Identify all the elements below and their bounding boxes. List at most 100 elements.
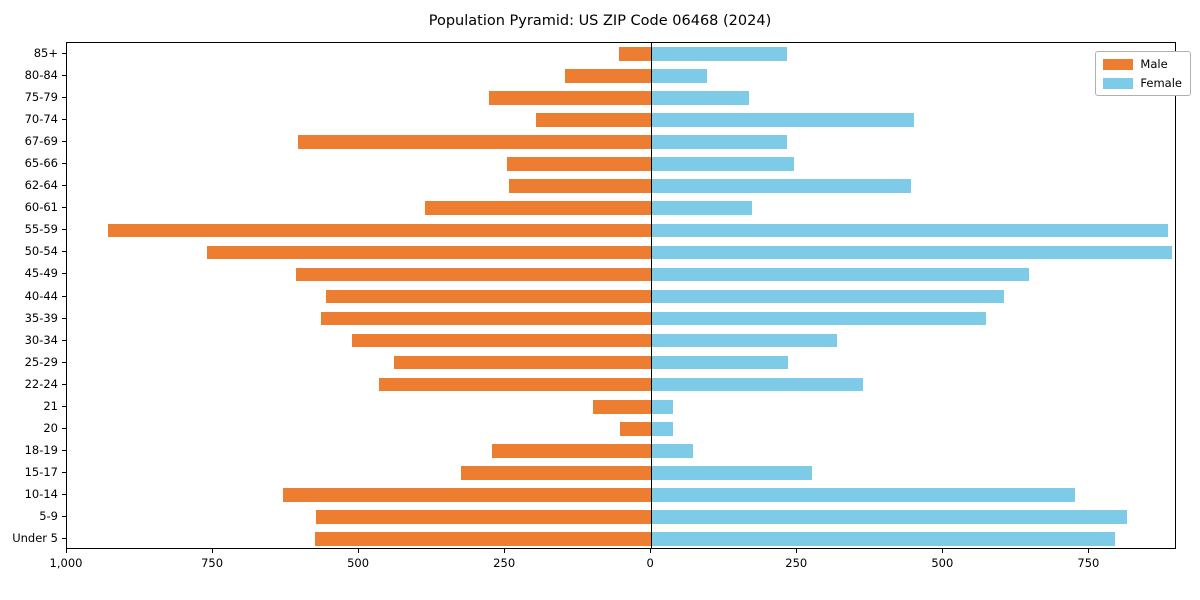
y-axis-tick-mark	[62, 405, 66, 407]
bar-row	[67, 421, 1175, 436]
bar-male-30-34[interactable]	[352, 333, 652, 348]
y-axis-tick-label: 10-14	[24, 486, 58, 501]
bar-male-75-79[interactable]	[489, 91, 652, 105]
x-axis-tick-mark	[1088, 549, 1090, 553]
y-axis-tick-label: 60-61	[24, 200, 58, 215]
legend-entry-female[interactable]: Female	[1103, 76, 1182, 90]
bar-female-60-61[interactable]	[651, 201, 752, 216]
y-axis-tick-mark	[62, 383, 66, 385]
bar-male-60-61[interactable]	[425, 201, 652, 216]
bar-female-5-9[interactable]	[651, 510, 1127, 524]
x-axis-tick-label: 1,000	[49, 556, 83, 570]
x-axis-tick-label: 250	[785, 556, 808, 570]
x-axis-tick-label: 500	[347, 556, 370, 570]
bar-female-75-79[interactable]	[651, 91, 749, 105]
bar-row	[67, 113, 1175, 127]
bar-row	[67, 267, 1175, 282]
bar-male-80-84[interactable]	[565, 69, 652, 83]
y-axis-tick-label: 22-24	[24, 376, 58, 391]
bar-female-21[interactable]	[651, 399, 673, 414]
bar-row	[67, 488, 1175, 502]
bar-male-22-24[interactable]	[378, 377, 652, 392]
plot-area	[67, 43, 1175, 548]
bar-row	[67, 532, 1175, 546]
y-axis-tick-label: 70-74	[24, 112, 58, 127]
y-axis-tick-mark	[62, 207, 66, 209]
bar-male-18-19[interactable]	[492, 443, 652, 458]
bar-female-25-29[interactable]	[651, 355, 789, 370]
bar-male-55-59[interactable]	[108, 223, 652, 238]
legend-entry-male[interactable]: Male	[1103, 57, 1182, 71]
y-axis-tick-label: 50-54	[24, 244, 58, 259]
bar-female-18-19[interactable]	[651, 443, 693, 458]
bar-female-40-44[interactable]	[651, 289, 1005, 304]
x-axis-tick-mark	[212, 549, 214, 553]
bar-female-80-84[interactable]	[651, 69, 708, 83]
x-axis-tick-label: 750	[201, 556, 224, 570]
x-axis-tick-mark	[650, 549, 652, 553]
bar-female-15-17[interactable]	[651, 466, 813, 480]
bar-female-30-34[interactable]	[651, 333, 837, 348]
bar-male-under-5[interactable]	[314, 532, 652, 546]
bar-male-67-69[interactable]	[297, 135, 652, 150]
bar-male-21[interactable]	[593, 399, 652, 414]
y-axis-tick-label: 55-59	[24, 222, 58, 237]
bar-female-20[interactable]	[651, 421, 673, 436]
y-axis-tick-mark	[62, 119, 66, 121]
bar-row	[67, 223, 1175, 238]
bar-row	[67, 135, 1175, 150]
bar-male-40-44[interactable]	[325, 289, 652, 304]
y-axis-tick-mark	[62, 339, 66, 341]
y-axis-tick-mark	[62, 493, 66, 495]
bar-row	[67, 47, 1175, 61]
y-axis-tick-mark	[62, 163, 66, 165]
bar-female-55-59[interactable]	[651, 223, 1169, 238]
bar-row	[67, 245, 1175, 260]
bar-male-85-[interactable]	[619, 47, 652, 61]
y-axis-tick-mark	[62, 141, 66, 143]
bar-male-10-14[interactable]	[282, 488, 652, 502]
bar-male-20[interactable]	[620, 421, 652, 436]
bar-row	[67, 289, 1175, 304]
bar-male-50-54[interactable]	[206, 245, 652, 260]
bar-row	[67, 377, 1175, 392]
y-axis-tick-label: 62-64	[24, 178, 58, 193]
chart-legend: Male Female	[1095, 51, 1191, 96]
male-color-swatch	[1103, 58, 1134, 70]
x-axis-tick-label: 0	[646, 556, 654, 570]
bar-male-62-64[interactable]	[508, 179, 652, 194]
bar-female-35-39[interactable]	[651, 311, 986, 326]
bar-row	[67, 466, 1175, 480]
plot-frame	[66, 42, 1176, 549]
y-axis-tick-mark	[62, 53, 66, 55]
bar-row	[67, 443, 1175, 458]
y-axis-tick-label: 18-19	[24, 442, 58, 457]
y-axis-tick-label: 35-39	[24, 310, 58, 325]
x-axis-tick-mark	[66, 549, 67, 553]
bar-male-70-74[interactable]	[535, 113, 652, 127]
y-axis-tick-label: 65-66	[24, 156, 58, 171]
bar-female-22-24[interactable]	[651, 377, 863, 392]
bar-female-10-14[interactable]	[651, 488, 1075, 502]
bar-male-35-39[interactable]	[320, 311, 652, 326]
bar-row	[67, 179, 1175, 194]
bar-male-15-17[interactable]	[460, 466, 652, 480]
bar-female-62-64[interactable]	[651, 179, 911, 194]
bar-female-85-[interactable]	[651, 47, 787, 61]
y-axis-tick-mark	[62, 449, 66, 451]
y-axis-tick-label: 20	[43, 420, 58, 435]
y-axis-tick-mark	[62, 185, 66, 187]
bar-male-5-9[interactable]	[316, 510, 652, 524]
y-axis-tick-mark	[62, 317, 66, 319]
bar-male-25-29[interactable]	[393, 355, 652, 370]
bar-male-65-66[interactable]	[506, 157, 652, 172]
bar-female-50-54[interactable]	[651, 245, 1173, 260]
bar-female-under-5[interactable]	[651, 532, 1116, 546]
bar-male-45-49[interactable]	[296, 267, 652, 282]
bar-female-67-69[interactable]	[651, 135, 788, 150]
bar-female-45-49[interactable]	[651, 267, 1030, 282]
bar-female-70-74[interactable]	[651, 113, 914, 127]
bar-female-65-66[interactable]	[651, 157, 794, 172]
bar-row	[67, 311, 1175, 326]
